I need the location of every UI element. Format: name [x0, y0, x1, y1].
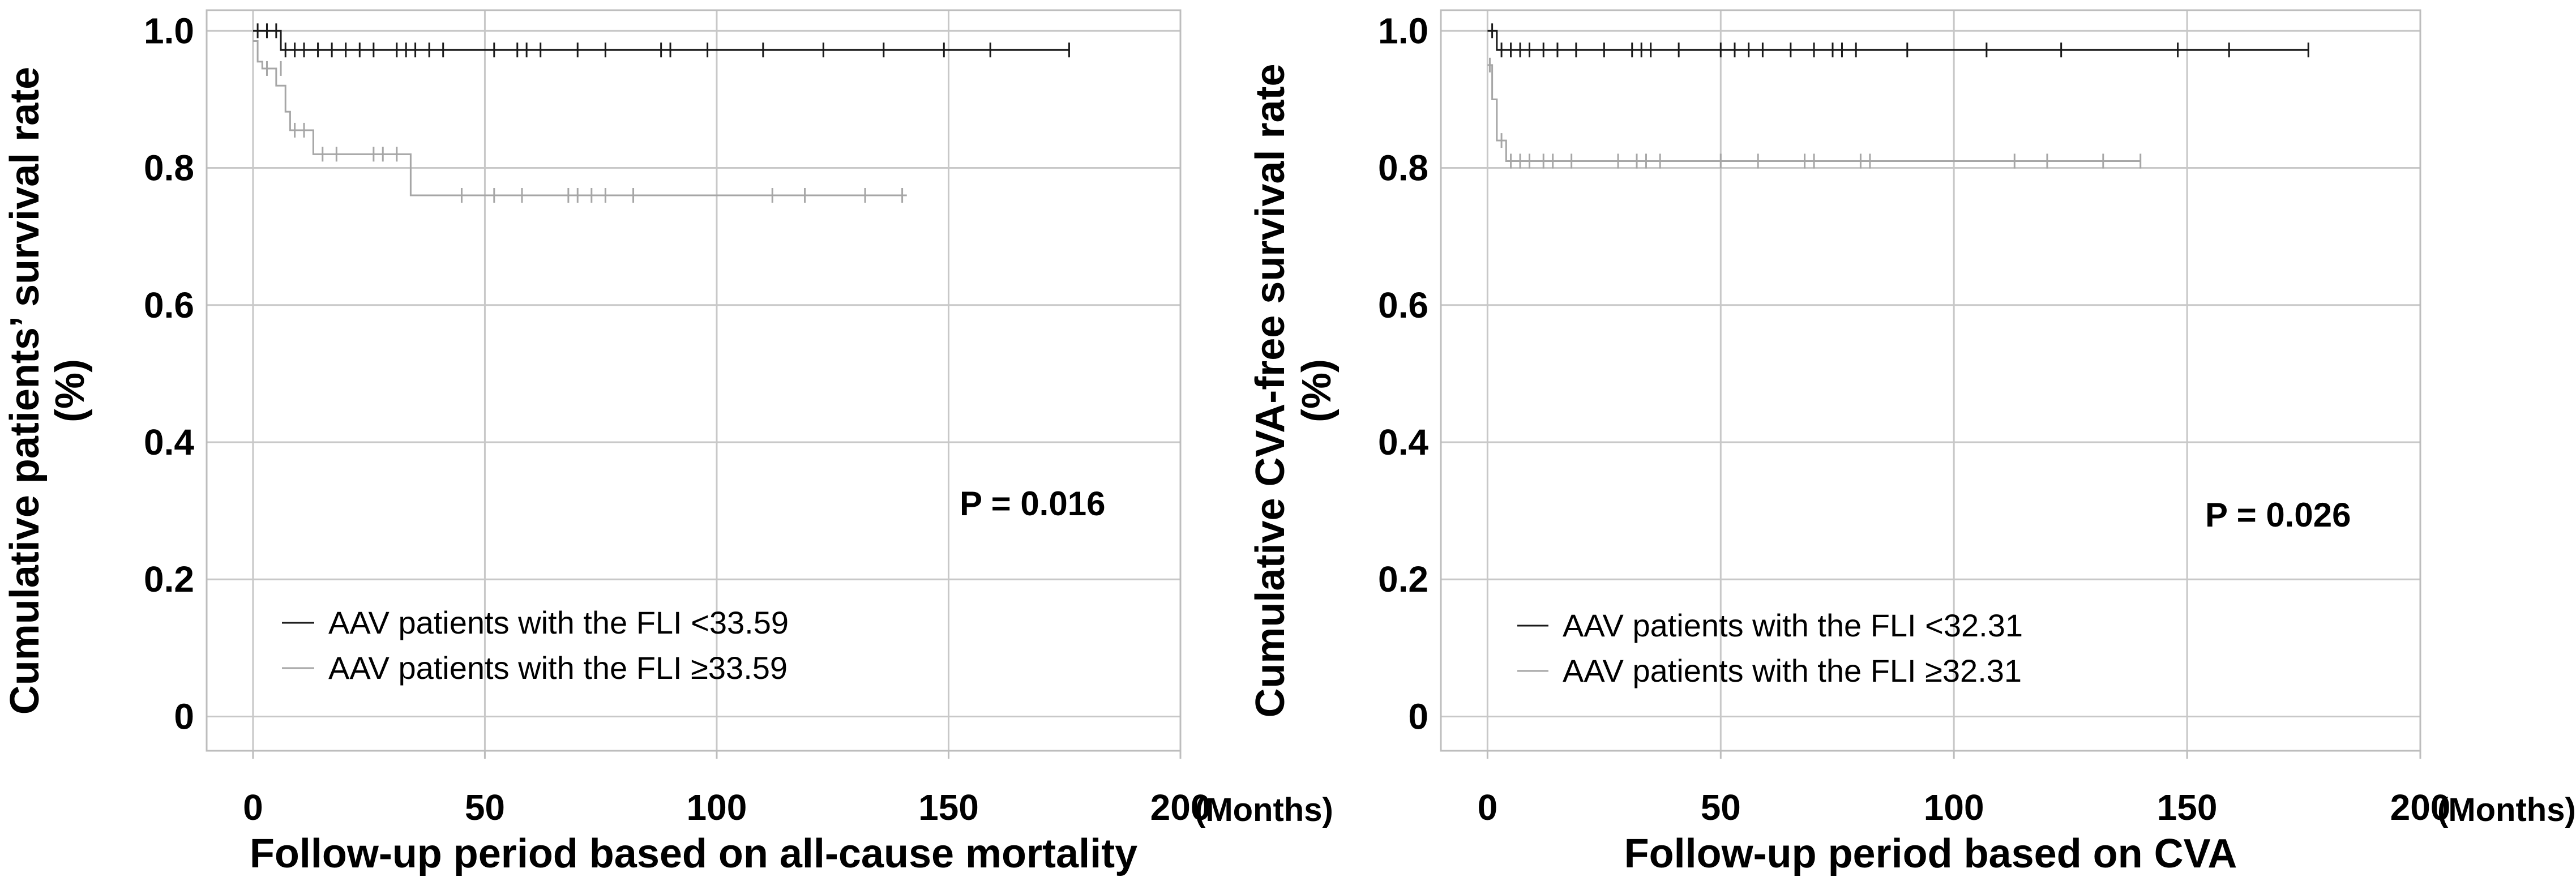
left-p-value: P = 0.016 [960, 485, 1105, 523]
left-ytick-label-3: 0.6 [144, 285, 194, 326]
left-legend-label-1: AAV patients with the FLI <33.59 [328, 605, 789, 640]
right-series-0-curve [1487, 29, 2309, 51]
left-xtick-label-2: 100 [687, 787, 747, 828]
right-y-axis-title: Cumulative CVA-free survival rate [1248, 63, 1293, 717]
right-ytick-label-5: 1.0 [1378, 10, 1428, 51]
left-ytick-label-0: 0 [174, 696, 194, 737]
right-p-value: P = 0.026 [2205, 496, 2351, 534]
left-y-axis-title: Cumulative patients’ survival rate [2, 67, 48, 715]
right-legend-label-1: AAV patients with the FLI <32.31 [1563, 608, 2023, 643]
right-x-axis-title: Follow-up period based on CVA [1624, 831, 2237, 876]
left-x-ticks: 0 50 100 150 200 [243, 751, 1210, 828]
left-legend: AAV patients with the FLI <33.59 AAV pat… [282, 605, 789, 686]
left-xtick-label-1: 50 [465, 787, 505, 828]
right-xtick-label-4: 200 [2390, 787, 2451, 828]
left-legend-label-2: AAV patients with the FLI ≥33.59 [328, 650, 788, 686]
right-ytick-label-1: 0.2 [1378, 559, 1428, 600]
right-x-unit: (Months) [2437, 792, 2576, 828]
right-ytick-label-4: 0.8 [1378, 148, 1428, 189]
left-xtick-label-3: 150 [918, 787, 979, 828]
left-x-unit: (Months) [1195, 792, 1333, 828]
left-ytick-label-1: 0.2 [144, 559, 194, 600]
right-grid [1441, 10, 2421, 751]
right-series [1487, 23, 2309, 169]
left-ytick-label-4: 0.8 [144, 148, 194, 189]
right-series-1-curve [1487, 64, 2141, 162]
left-y-axis-unit: (%) [48, 359, 93, 422]
left-xtick-label-4: 200 [1150, 787, 1211, 828]
right-xtick-label-2: 100 [1924, 787, 1984, 828]
right-legend-label-2: AAV patients with the FLI ≥32.31 [1563, 653, 2022, 688]
left-panel: 0 0.2 0.4 0.6 0.8 1.0 0 50 100 150 200 (Months) F… [2, 9, 1333, 876]
left-y-ticks: 0 0.2 0.4 0.6 0.8 1.0 [144, 10, 194, 737]
right-panel: 0 0.2 0.4 0.6 0.8 1.0 0 50 100 150 200 (Months) F… [1248, 9, 2576, 876]
right-xtick-label-0: 0 [1478, 787, 1498, 828]
left-xtick-label-0: 0 [243, 787, 263, 828]
right-xtick-label-3: 150 [2157, 787, 2218, 828]
right-x-ticks: 0 50 100 150 200 [1478, 751, 2451, 828]
left-ytick-label-2: 0.4 [144, 422, 194, 463]
right-ytick-label-3: 0.6 [1378, 285, 1428, 326]
right-xtick-label-1: 50 [1701, 787, 1741, 828]
right-legend: AAV patients with the FLI <32.31 AAV pat… [1517, 608, 2023, 688]
right-ytick-label-2: 0.4 [1378, 422, 1428, 463]
right-y-ticks: 0 0.2 0.4 0.6 0.8 1.0 [1378, 10, 1428, 737]
right-ytick-label-0: 0 [1408, 696, 1428, 737]
left-x-axis-title: Follow-up period based on all-cause mort… [250, 831, 1137, 876]
left-plot-frame [206, 9, 1182, 752]
left-series [253, 23, 1070, 203]
right-y-axis-unit: (%) [1294, 359, 1340, 422]
left-series-1-curve [253, 40, 907, 196]
left-ytick-label-5: 1.0 [144, 10, 194, 51]
right-plot-frame [1440, 9, 2421, 752]
